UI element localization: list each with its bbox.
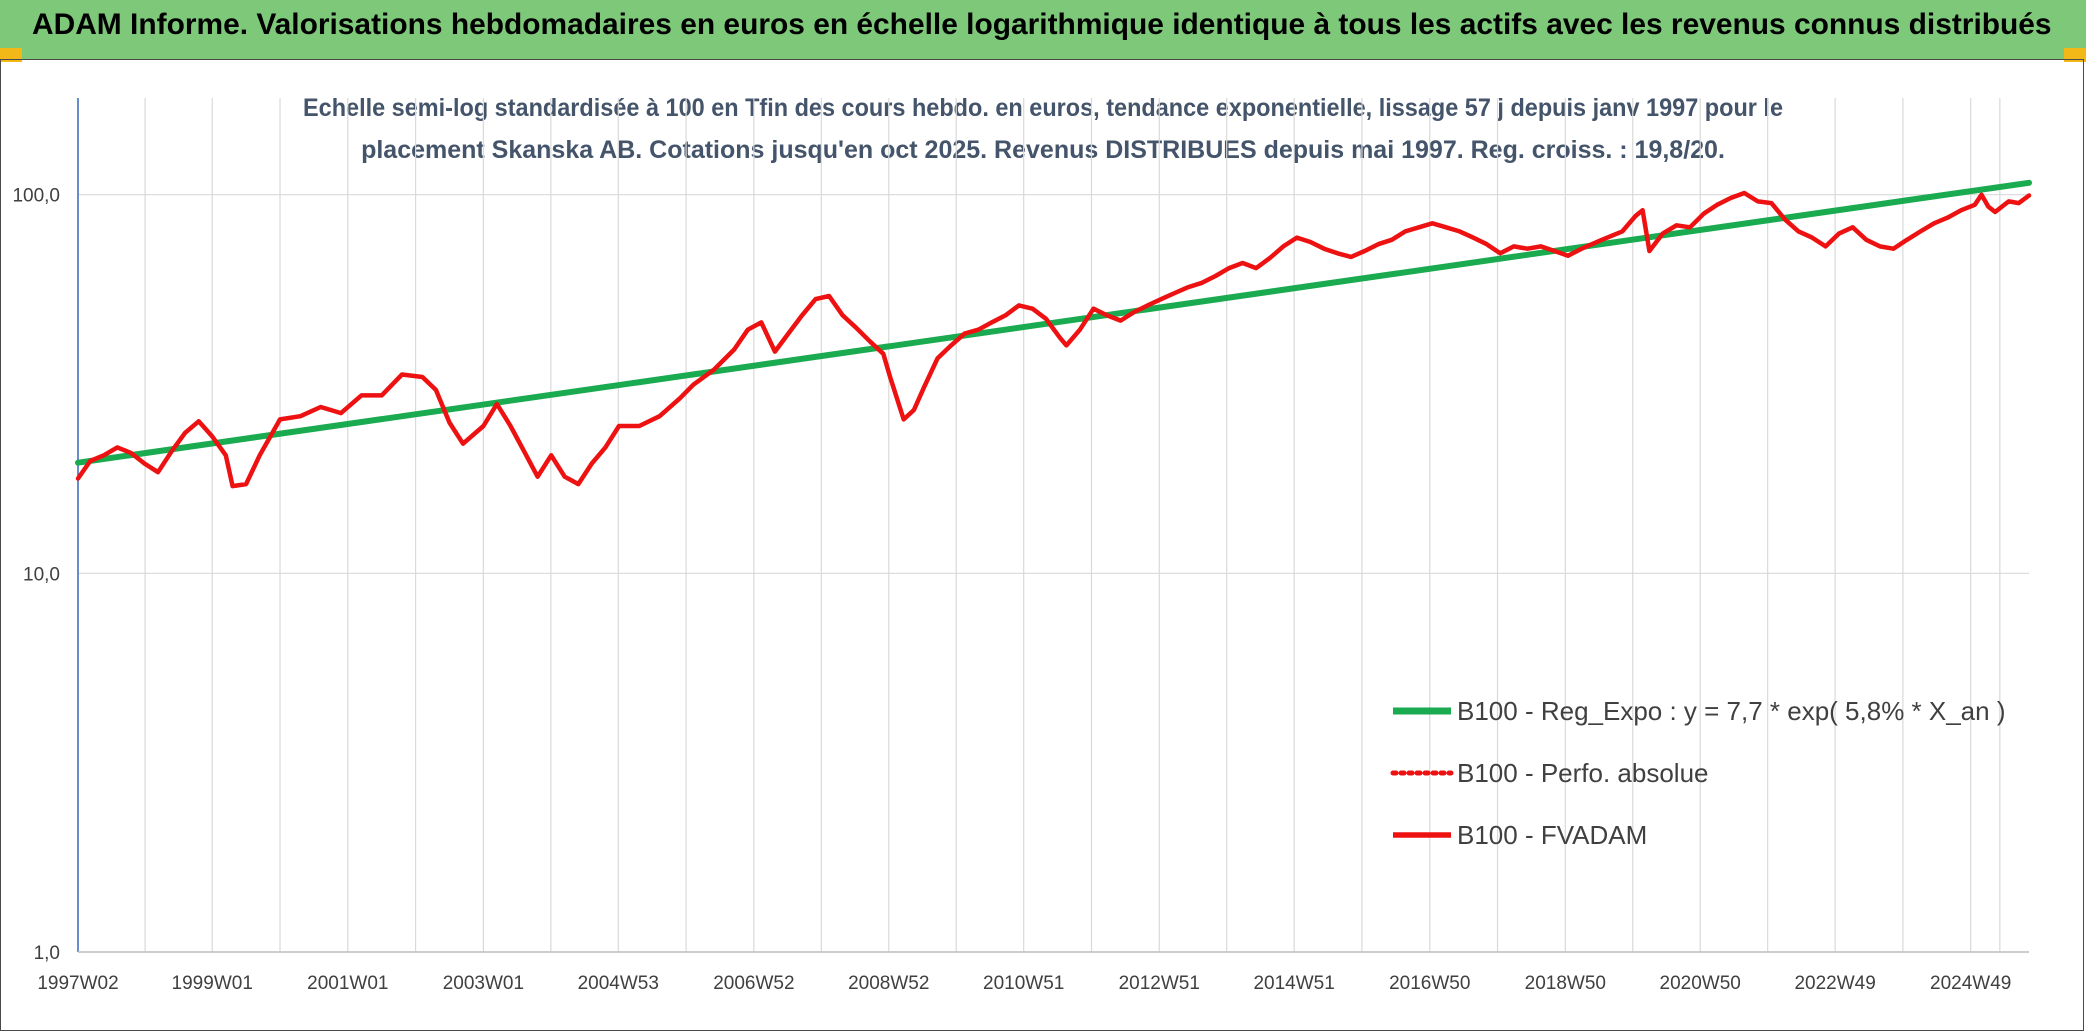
series-line-fvadam [75,190,2032,489]
x-tick-label: 2016W50 [1389,973,1470,994]
series-line-trend [75,179,2032,466]
legend-entry-label: B100 - Reg_Expo : y = 7,7 * exp( 5,8% * … [1457,696,2006,726]
header-bar: ADAM Informe. Valorisations hebdomadaire… [0,0,2086,59]
x-tick-label: 2020W50 [1660,973,1741,994]
chart-area: Echelle semi-log standardisée à 100 en T… [12,94,2032,994]
x-tick-label: 1997W02 [37,973,118,994]
y-tick-label: 10,0 [23,564,60,585]
chart-subtitle-line-2: placement Skanska AB. Cotations jusqu'en… [361,136,1725,164]
x-tick-label: 2022W49 [1794,973,1875,994]
x-tick-label: 2024W49 [1930,973,2011,994]
x-tick-label: 2006W52 [713,973,794,994]
x-tick-label: 2014W51 [1253,973,1334,994]
chart-subtitle-line-1: Echelle semi-log standardisée à 100 en T… [303,94,1783,122]
x-tick-label: 2010W51 [983,973,1064,994]
legend-entry-label: B100 - Perfo. absolue [1457,758,1709,788]
x-tick-label: 2012W51 [1119,973,1200,994]
x-tick-label: 2001W01 [307,973,388,994]
x-tick-label: 2008W52 [848,973,929,994]
corner-marker [0,48,22,62]
axis-layer: 1,0 10,0 100,0 1997W02 1999W01 2001W01 2003W01… [12,98,2029,994]
x-tick-label: 2003W01 [443,973,524,994]
corner-marker [2064,48,2086,62]
series-layer [75,179,2032,489]
x-tick-label: 2004W53 [578,973,659,994]
legend-entry-label: B100 - FVADAM [1457,820,1647,850]
x-tick-label: 2018W50 [1525,973,1606,994]
page-title: ADAM Informe. Valorisations hebdomadaire… [32,8,2052,41]
y-tick-label: 100,0 [12,186,60,207]
y-tick-label: 1,0 [34,943,60,964]
legend: B100 - Reg_Expo : y = 7,7 * exp( 5,8% * … [1390,696,2006,850]
chart-frame: Echelle semi-log standardisée à 100 en T… [0,59,2084,1031]
x-tick-label: 1999W01 [172,973,253,994]
